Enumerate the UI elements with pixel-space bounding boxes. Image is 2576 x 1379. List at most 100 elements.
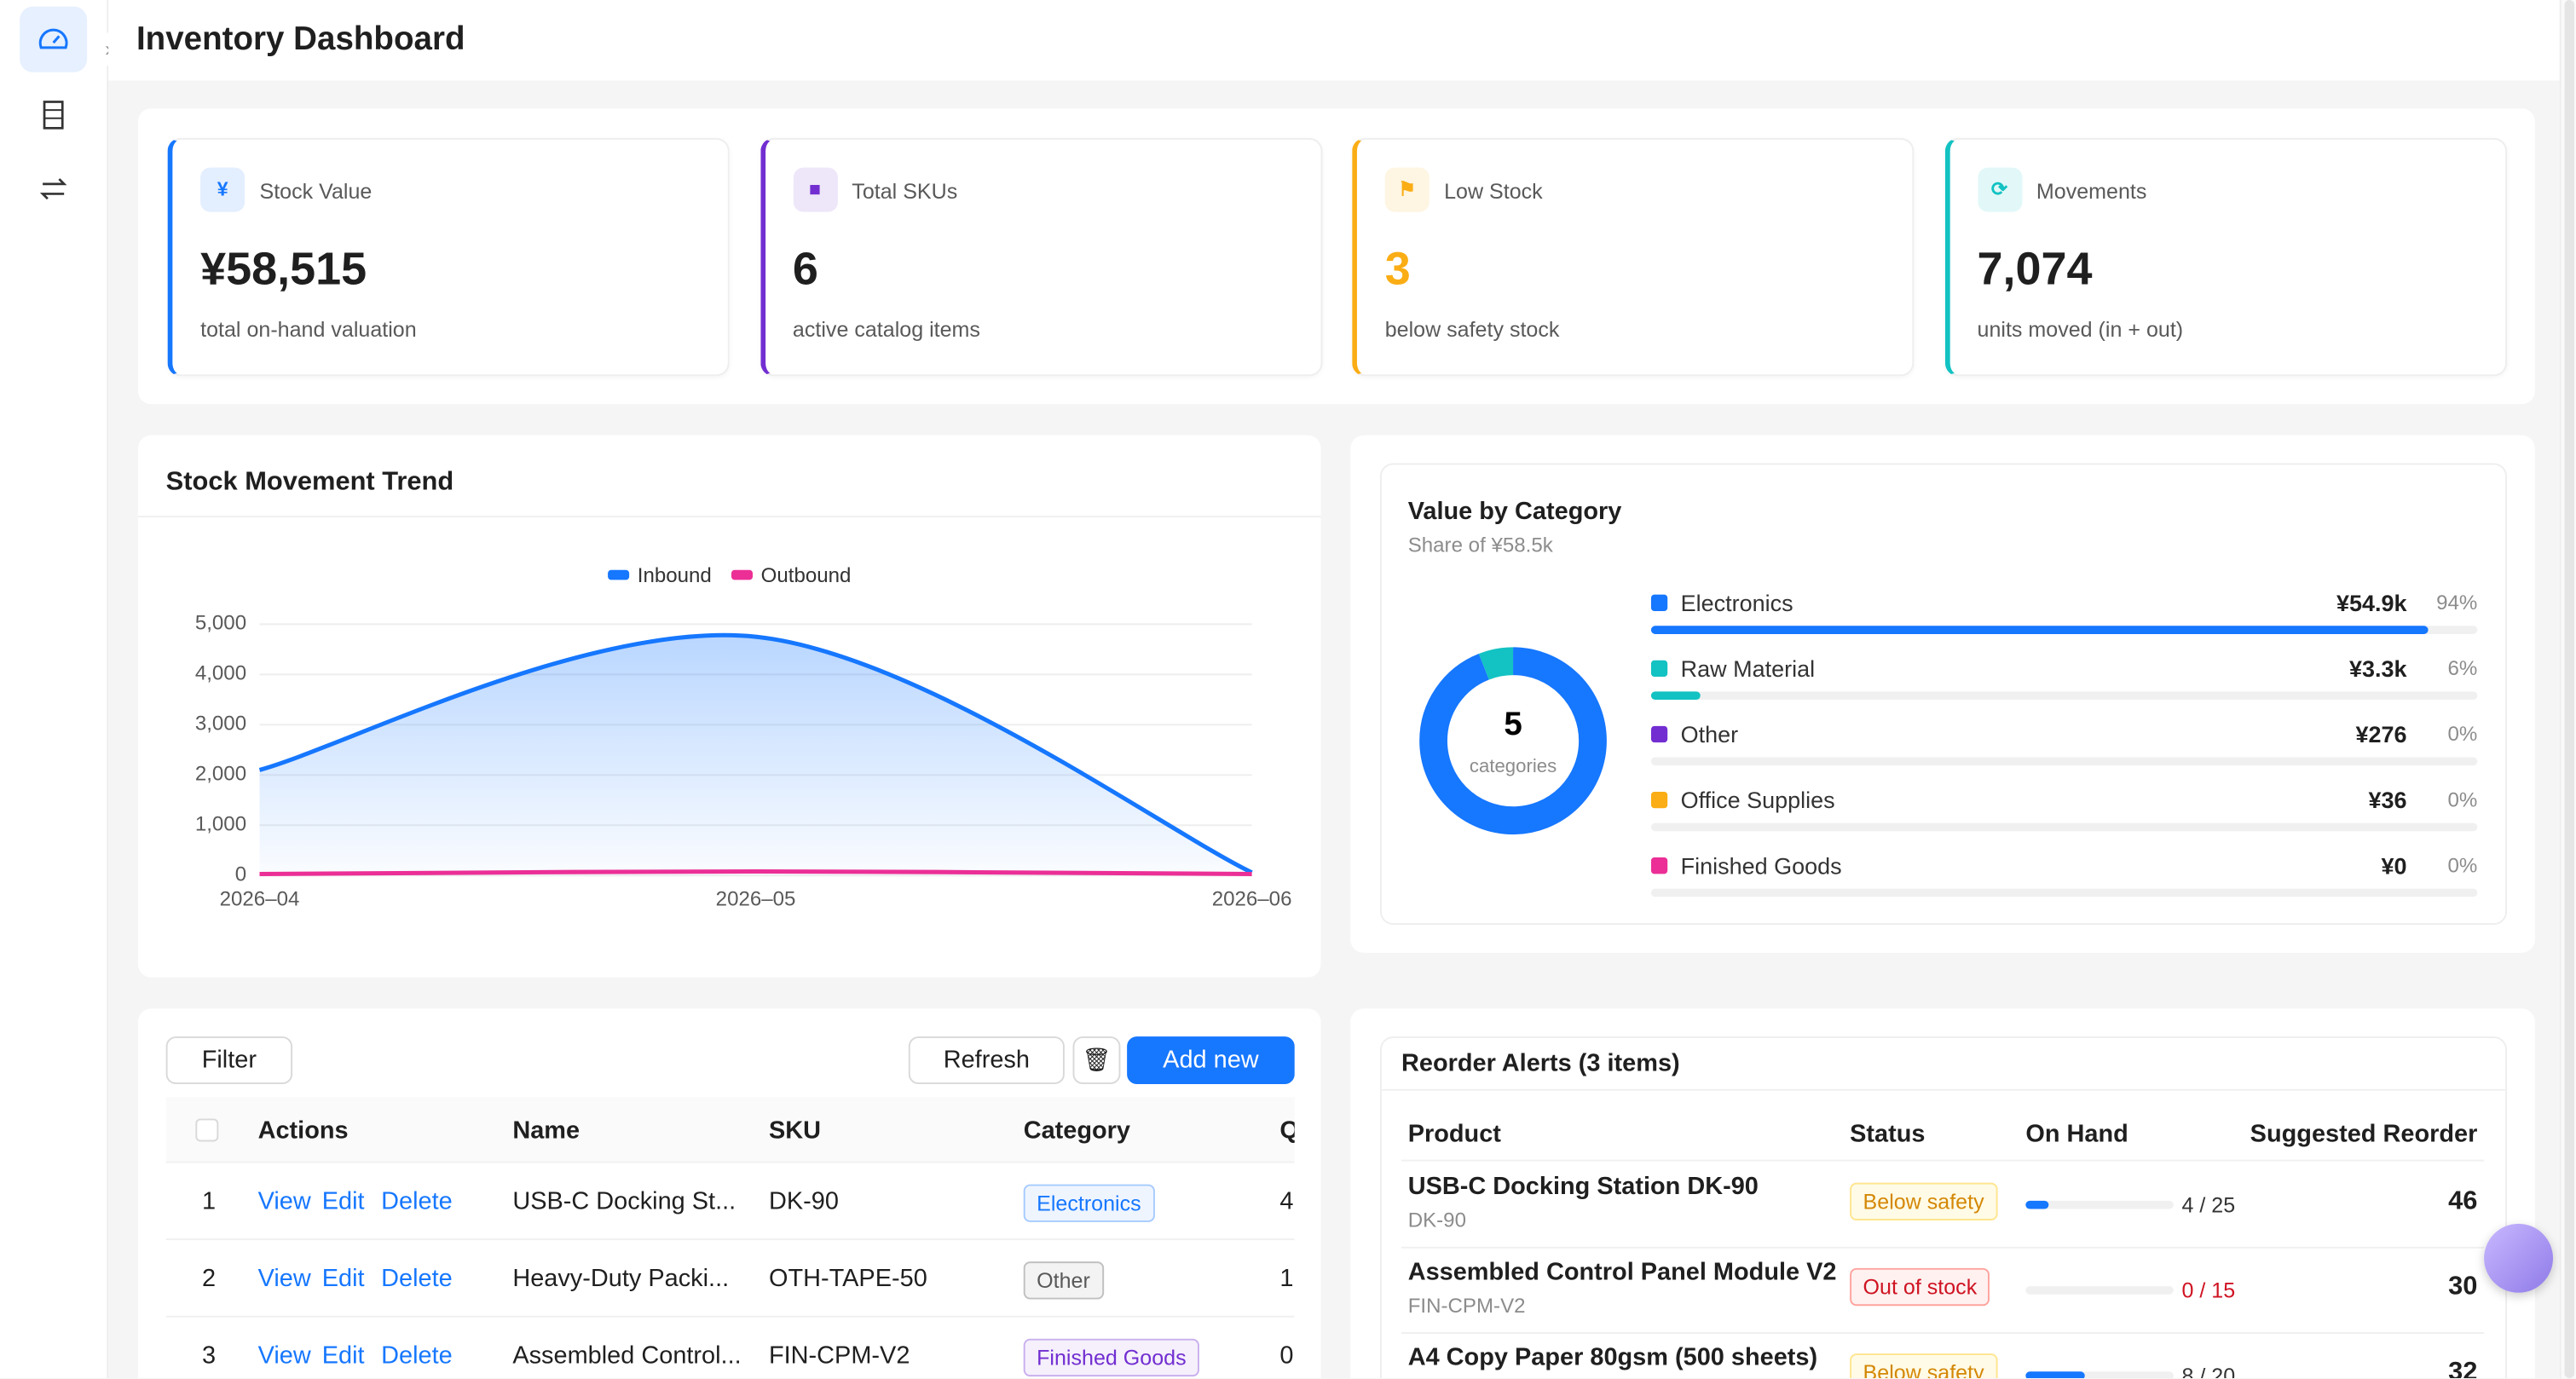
row-action[interactable]: View (257, 1341, 311, 1370)
suggested-reorder: 30 (2448, 1272, 2478, 1301)
column-header: Status (1850, 1120, 1926, 1149)
row-index: 3 (202, 1341, 217, 1370)
donut-segment (1419, 647, 1607, 835)
reorder-title: Reorder Alerts (3 items) (1401, 1049, 1680, 1078)
y-tick-label: 1,000 (195, 813, 246, 836)
kpi-label: Low Stock (1444, 179, 1543, 204)
status-tag: Below safety (1850, 1182, 1998, 1220)
kpi-label: Total SKUs (852, 179, 958, 204)
kpi-card (1944, 137, 2507, 377)
filter-label: Filter (201, 1046, 257, 1075)
scrollbar (2559, 0, 2576, 1379)
row-index: 2 (202, 1265, 217, 1293)
row-action[interactable]: Edit (321, 1265, 365, 1293)
kpi-icon: ⟳ (1977, 167, 2022, 212)
on-hand-label: 0 / 15 (2181, 1278, 2236, 1303)
row-qty: 1 (1279, 1265, 1294, 1293)
category-share: 0% (2447, 854, 2478, 878)
kpi-caption: active catalog items (792, 316, 980, 342)
legend-dot (1650, 725, 1668, 743)
y-tick-label: 3,000 (195, 713, 246, 736)
column-header: Q (1279, 1118, 1294, 1143)
row-action[interactable]: View (257, 1187, 311, 1216)
category-amount: ¥36 (2368, 787, 2407, 814)
nav-inventory[interactable] (20, 82, 87, 147)
checkbox[interactable] (195, 1118, 219, 1142)
nav-dashboard[interactable] (20, 6, 88, 72)
row-action[interactable]: Edit (321, 1187, 365, 1216)
row-action[interactable]: Delete (381, 1341, 453, 1370)
page-title: Inventory Dashboard (136, 21, 465, 58)
nav-movements[interactable] (20, 156, 87, 222)
y-tick-label: 4,000 (195, 662, 246, 685)
share-track (1650, 691, 2478, 701)
stock-bar (2025, 1371, 2085, 1379)
stock-track (2025, 1371, 2174, 1379)
stock-track (2025, 1286, 2174, 1295)
refresh-button[interactable]: Refresh (908, 1036, 1065, 1085)
row-qty: 0 (1279, 1341, 1294, 1370)
line (258, 632, 1253, 874)
row-qty: 4 (1279, 1187, 1294, 1216)
category-amount: ¥276 (2355, 721, 2407, 747)
table: Actions Name SKU Category Q 1 View Edit Delete US… (165, 1097, 1295, 1378)
kpi-icon: ⚑ (1384, 167, 1430, 212)
trend-title: Stock Movement Trend (165, 468, 454, 497)
product-name: USB-C Docking Station DK-90 (1407, 1173, 1759, 1201)
refresh-label: Refresh (943, 1046, 1030, 1075)
row-action[interactable]: Edit (321, 1341, 365, 1370)
delete-button[interactable]: 🗑 (1072, 1036, 1121, 1085)
legend-label: Outbound (761, 564, 852, 587)
product-sku: DK-90 (1407, 1209, 1466, 1232)
stock-bar (2025, 1200, 2050, 1209)
suggested-reorder: 46 (2448, 1187, 2478, 1216)
category-amount: ¥3.3k (2348, 655, 2407, 682)
row-sku: DK-90 (768, 1187, 839, 1216)
category-tag: Finished Goods (1023, 1338, 1200, 1377)
sidebar (0, 0, 109, 1379)
row-action[interactable]: View (257, 1265, 311, 1293)
category-name: Electronics (1680, 589, 1793, 616)
x-tick-label: 2026–04 (220, 888, 300, 911)
category-tag: Other (1023, 1261, 1104, 1300)
share-bar (1650, 626, 2429, 634)
category-share: 94% (2436, 591, 2478, 614)
row-action[interactable]: Delete (381, 1187, 453, 1216)
add-label: Add new (1163, 1046, 1259, 1075)
x-tick-label: 2026–05 (716, 888, 796, 911)
y-tick-label: 0 (235, 863, 246, 886)
column-header: Actions (257, 1116, 349, 1145)
divider (137, 516, 1321, 518)
category-name: Raw Material (1680, 655, 1816, 682)
kpi-value: 7,074 (1977, 243, 2093, 294)
row-name: Assembled Control... (512, 1341, 742, 1370)
reorder-header (1401, 1109, 2485, 1162)
add-button[interactable]: Add new (1127, 1036, 1295, 1085)
table-header (165, 1097, 1295, 1163)
row-action[interactable]: Delete (381, 1265, 453, 1293)
product-sku: FIN-CPM-V2 (1407, 1294, 1526, 1318)
legend-dot (1650, 660, 1668, 678)
share-track (1650, 822, 2478, 832)
category-name: Other (1680, 721, 1739, 747)
header (108, 0, 2560, 81)
category-title: Value by Category (1407, 497, 1622, 526)
category-amount: ¥54.9k (2336, 589, 2407, 616)
row-index: 1 (202, 1187, 217, 1216)
assistant-avatar[interactable] (2484, 1223, 2554, 1293)
y-tick-label: 5,000 (195, 612, 246, 635)
category-subtitle: Share of ¥58.5k (1407, 534, 1553, 557)
share-track (1650, 888, 2478, 897)
category-share: 6% (2447, 656, 2478, 680)
filter-button[interactable]: Filter (165, 1036, 293, 1085)
on-hand-label: 8 / 20 (2181, 1363, 2236, 1379)
legend-dot (1650, 857, 1668, 874)
donut-count: 5 (1504, 706, 1522, 742)
row-divider (1401, 1246, 2485, 1249)
row-divider (165, 1238, 1295, 1241)
share-bar (1650, 691, 1701, 701)
kpi-card (760, 137, 1322, 377)
legend-label: Inbound (638, 564, 712, 587)
